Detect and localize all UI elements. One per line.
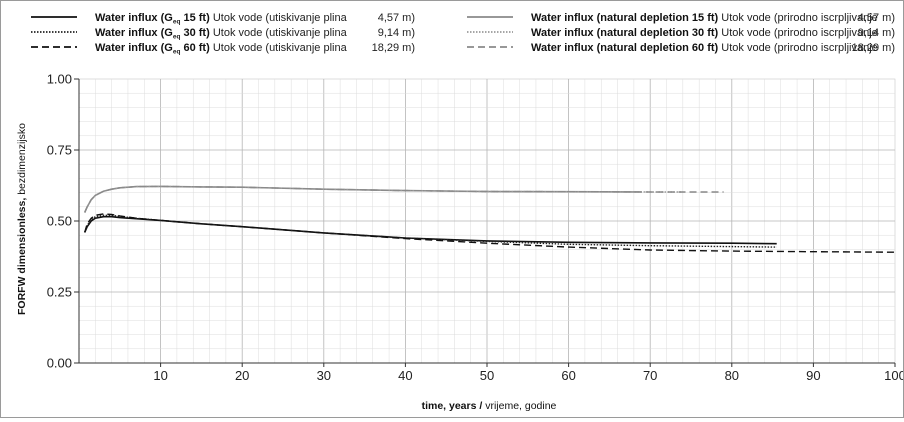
- x-tick-label: 80: [725, 368, 739, 383]
- series-line-3: [84, 213, 896, 253]
- y-tick-label: 0.25: [47, 285, 72, 300]
- legend-name: Water influx (natural depletion 15 ft): [531, 12, 719, 24]
- legend-name: Water influx (natural depletion 60 ft): [531, 42, 719, 54]
- x-axis-label: time, years / vrijeme, godine: [422, 400, 557, 412]
- legend-entry-3: Water influx (Geq 60 ft) Utok vode (utis…: [95, 42, 348, 56]
- legend-depth-2: 9,14 m): [378, 27, 415, 39]
- y-axis-label: FORFW dimensionless, bezdimenzijsko: [16, 123, 28, 315]
- x-tick-label: 10: [153, 368, 167, 383]
- grid: [78, 78, 896, 364]
- y-tick-label: 0.50: [47, 214, 72, 229]
- legend-depth-1: 4,57 m): [378, 12, 415, 24]
- x-tick-label: 90: [806, 368, 820, 383]
- series-line-6: [84, 185, 724, 213]
- legend-entry-4: Water influx (natural depletion 15 ft) U…: [531, 12, 878, 24]
- series-line-2: [84, 214, 777, 248]
- legend-entry-1: Water influx (Geq 15 ft) Utok vode (utis…: [95, 12, 348, 26]
- x-axis-label-bold: time, years /: [422, 400, 483, 412]
- legend-subscript: eq: [173, 49, 181, 56]
- legend-subscript: eq: [173, 19, 181, 26]
- y-axis-label-normal: bezdimenzijsko: [16, 123, 28, 198]
- x-tick-label: 70: [643, 368, 657, 383]
- x-tick-label: 30: [317, 368, 331, 383]
- legend-name-suffix: 15 ft): [180, 12, 210, 24]
- legend-depth-5: 9,14 m): [858, 27, 895, 39]
- x-tick-label: 50: [480, 368, 494, 383]
- legend: Water influx (Geq 15 ft) Utok vode (utis…: [31, 12, 895, 56]
- y-tick-label: 1.00: [47, 72, 72, 87]
- legend-name: Water influx (natural depletion 30 ft): [531, 27, 719, 39]
- legend-description: Utok vode (utiskivanje plina: [210, 27, 348, 39]
- legend-name: Water influx (G: [95, 27, 173, 39]
- legend-description: Utok vode (prirodno iscrpljivanje: [718, 42, 878, 54]
- legend-description: Utok vode (prirodno iscrpljivanje: [718, 27, 878, 39]
- legend-depth-6: 18,29 m): [852, 42, 895, 54]
- y-axis-label-bold: FORFW dimensionless,: [16, 198, 28, 315]
- legend-entry-2: Water influx (Geq 30 ft) Utok vode (utis…: [95, 27, 348, 41]
- y-tick-label: 0.75: [47, 143, 72, 158]
- legend-description: Utok vode (prirodno iscrpljivanje: [718, 12, 878, 24]
- legend-description: Utok vode (utiskivanje plina: [210, 12, 348, 24]
- legend-entry-6: Water influx (natural depletion 60 ft) U…: [531, 42, 878, 54]
- x-tick-label: 60: [561, 368, 575, 383]
- x-axis-label-normal: vrijeme, godine: [482, 400, 556, 412]
- legend-name-suffix: 60 ft): [180, 42, 210, 54]
- legend-name: Water influx (G: [95, 42, 173, 54]
- legend-description: Utok vode (utiskivanje plina: [210, 42, 348, 54]
- tick-labels: 10 20 30 40 50 60 70 80 90 100 0.00 0.25 0.50 0.75 1.0…: [47, 72, 904, 384]
- series-line-5: [84, 185, 683, 213]
- y-tick-label: 0.00: [47, 356, 72, 371]
- legend-name: Water influx (G: [95, 12, 173, 24]
- x-tick-label: 100: [884, 368, 903, 383]
- legend-depth-4: 4,57 m): [858, 12, 895, 24]
- legend-depth-3: 18,29 m): [372, 42, 415, 54]
- x-tick-label: 20: [235, 368, 249, 383]
- series-layer: [83, 185, 896, 253]
- legend-subscript: eq: [173, 34, 181, 41]
- legend-entry-5: Water influx (natural depletion 30 ft) U…: [531, 27, 878, 39]
- x-tick-label: 40: [398, 368, 412, 383]
- legend-name-suffix: 30 ft): [180, 27, 210, 39]
